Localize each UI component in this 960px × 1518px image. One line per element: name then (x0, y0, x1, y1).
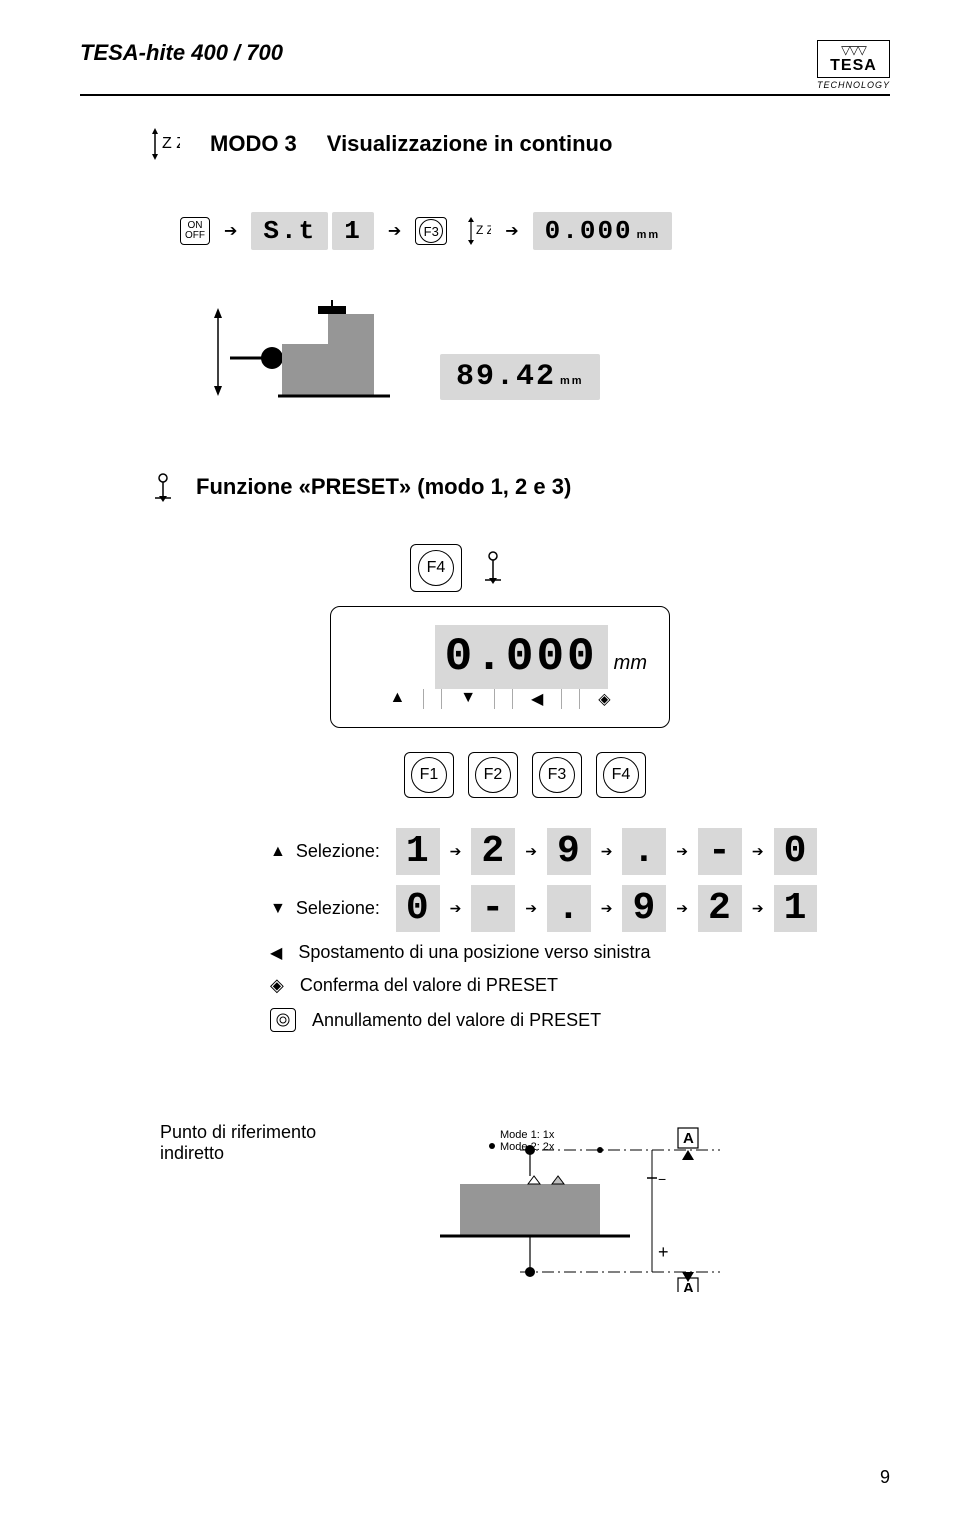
logo-subtitle: TECHNOLOGY (817, 80, 890, 90)
up-triangle-icon: ▲ (270, 843, 286, 861)
logo-zigzag-icon: ▽▽▽ (828, 43, 879, 57)
sel2-b: - (471, 885, 515, 932)
svg-text:Z Z: Z Z (476, 223, 491, 237)
conferma-text: Conferma del valore di PRESET (300, 975, 558, 996)
big-lcd-panel: 0.000 mm ▲ ▼ ◀ ◈ (330, 606, 670, 728)
up-triangle-icon: ▲ (371, 689, 424, 709)
doc-title: TESA-hite 400 / 700 (80, 40, 283, 66)
svg-text:Mode 2: 2x: Mode 2: 2x (500, 1141, 555, 1153)
f1-button[interactable]: F1 (404, 752, 454, 798)
arrow-icon: ➔ (505, 221, 518, 241)
sel2-a: 0 (396, 885, 440, 932)
svg-text:−: − (658, 1171, 666, 1187)
sel1-d: . (622, 828, 666, 875)
arrow-icon: ➔ (450, 900, 462, 917)
sel1-b: 2 (471, 828, 515, 875)
ref-title: Punto di riferimento indiretto (160, 1122, 360, 1164)
arrow-icon: ➔ (224, 221, 237, 241)
lcd-measure: 89.42mm (440, 354, 600, 400)
modo-subtitle: Visualizzazione in continuo (327, 131, 613, 157)
reference-diagram-icon: A A − + (400, 1122, 780, 1292)
enter-diamond-icon: ◈ (579, 689, 628, 709)
f3-button[interactable]: F3 (415, 217, 447, 245)
arrow-icon: ➔ (525, 843, 537, 860)
preset-title: Funzione «PRESET» (modo 1, 2 e 3) (196, 474, 571, 500)
arrow-icon: ➔ (450, 843, 462, 860)
svg-text:Z Z: Z Z (162, 135, 180, 152)
svg-text:A: A (683, 1130, 694, 1147)
logo-name: TESA (828, 57, 879, 75)
selezione-label: Selezione: (296, 841, 386, 862)
enter-diamond-icon: ◈ (270, 975, 284, 996)
header-divider (80, 94, 890, 96)
lcd-one: 1 (332, 212, 374, 250)
page-number: 9 (880, 1467, 890, 1488)
on-off-button[interactable]: ON OFF (180, 217, 210, 245)
arrow-icon: ➔ (676, 900, 688, 917)
left-triangle-icon: ◀ (512, 689, 562, 709)
preset-ref-icon (150, 470, 176, 504)
spostamento-text: Spostamento di una posizione verso sinis… (298, 942, 650, 963)
arrow-icon: ➔ (752, 900, 764, 917)
f2-button[interactable]: F2 (468, 752, 518, 798)
annullamento-text: Annullamento del valore di PRESET (312, 1010, 601, 1031)
arrow-icon: ➔ (752, 843, 764, 860)
preset-ref-icon (480, 548, 506, 588)
arrow-icon: ➔ (601, 843, 613, 860)
sel2-f: 1 (774, 885, 818, 932)
sel1-e: - (698, 828, 742, 875)
arrow-icon: ➔ (601, 900, 613, 917)
svg-text:Mode 1: 1x: Mode 1: 1x (500, 1129, 555, 1141)
big-lcd-value: 0.000 (435, 625, 608, 689)
sel2-c: . (547, 885, 591, 932)
sel2-e: 2 (698, 885, 742, 932)
probe-measure-icon (200, 300, 400, 400)
svg-text:A: A (683, 1280, 694, 1292)
down-triangle-icon: ▼ (270, 900, 286, 918)
lcd-zero: 0.000mm (533, 212, 673, 250)
f4-button[interactable]: F4 (410, 544, 462, 592)
sel1-f: 0 (774, 828, 818, 875)
f3-button[interactable]: F3 (532, 752, 582, 798)
left-triangle-icon: ◀ (270, 943, 282, 963)
arrow-icon: ➔ (525, 900, 537, 917)
modo-label: MODO 3 (210, 131, 297, 157)
svg-text:+: + (658, 1242, 669, 1262)
big-lcd-unit: mm (614, 652, 647, 675)
arrow-icon: ➔ (388, 221, 401, 241)
selezione-label: Selezione: (296, 898, 386, 919)
sel1-c: 9 (547, 828, 591, 875)
pause-motion-icon: Z Z (467, 216, 491, 246)
lcd-st: S.t (251, 212, 328, 250)
cancel-button-icon (270, 1008, 296, 1032)
f4-button[interactable]: F4 (596, 752, 646, 798)
down-triangle-icon: ▼ (441, 689, 495, 709)
pause-motion-icon: Z Z (150, 126, 180, 162)
sel1-a: 1 (396, 828, 440, 875)
sel2-d: 9 (622, 885, 666, 932)
arrow-icon: ➔ (676, 843, 688, 860)
logo: ▽▽▽ TESA TECHNOLOGY (817, 40, 890, 90)
